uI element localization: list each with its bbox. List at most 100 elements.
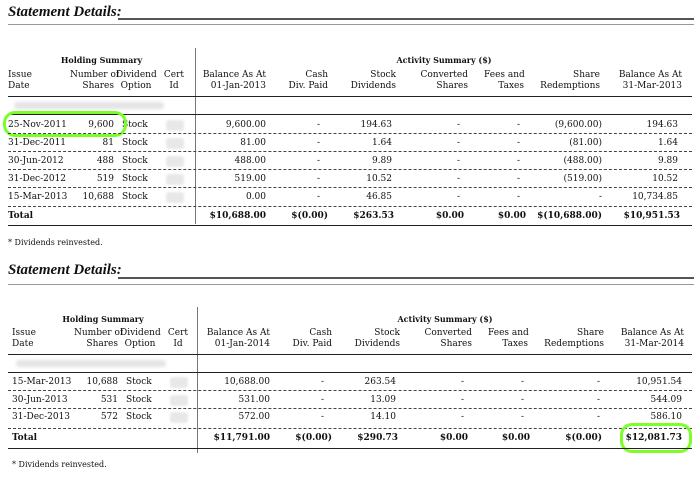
row-divider	[8, 390, 692, 391]
cell-balance-start: 0.00	[245, 192, 266, 202]
cell-balance-end: 10,951.54	[636, 377, 682, 387]
header-issue-date: Issue Date	[12, 328, 36, 349]
activity-summary-label: Activity Summary ($)	[397, 314, 493, 324]
cell-cash: -	[316, 174, 320, 184]
cell-cash: -	[316, 138, 320, 148]
cell-converted: -	[456, 174, 460, 184]
cell-stock-div: 14.10	[370, 412, 396, 422]
cell-cash: -	[320, 377, 324, 387]
cell-fees: -	[516, 174, 520, 184]
header-number-of-shares: Number of Shares	[74, 328, 124, 349]
header-rule-bottom	[8, 114, 692, 115]
cell-shares: 572	[100, 412, 118, 422]
cell-issue-date: 30-Jun-2012	[8, 156, 64, 166]
total-redemptions: $(0.00)	[565, 433, 602, 443]
footnote: * Dividends reinvested.	[8, 238, 103, 247]
cell-option: Stock	[122, 138, 148, 148]
cell-fees: -	[516, 192, 520, 202]
header-rule	[8, 96, 692, 97]
cell-redemptions: (9,600.00)	[554, 120, 602, 130]
total-rule	[8, 428, 692, 429]
holding-summary-label: Holding Summary	[62, 314, 144, 324]
header-converted-shares: Converted Shares	[424, 328, 472, 349]
cell-balance-start: 519.00	[234, 174, 267, 184]
cell-issue-date: 15-Mar-2013	[8, 192, 68, 202]
total-redemptions: $(10,688.00)	[537, 211, 602, 221]
cell-cash: -	[320, 395, 324, 405]
cell-option: Stock	[126, 412, 152, 422]
total-balance-end: $10,951.53	[623, 211, 680, 221]
cell-option: Stock	[126, 377, 152, 387]
title-rule-thin	[8, 284, 694, 285]
table-bottom-rule	[8, 448, 692, 449]
header-stock-dividends: Stock Dividends	[350, 70, 396, 91]
title-rule-thin	[8, 24, 694, 25]
cell-balance-start: 81.00	[240, 138, 266, 148]
cell-converted: -	[456, 192, 460, 202]
header-cash-div-paid: Cash Div. Paid	[288, 70, 329, 91]
header-rule-bottom	[8, 372, 692, 373]
redacted-cert-id	[166, 174, 184, 185]
statement-title: Statement Details:	[8, 262, 122, 278]
title-rule	[118, 18, 694, 20]
cell-cash: -	[320, 412, 324, 422]
cell-issue-date: 31-Dec-2012	[8, 174, 67, 184]
cell-issue-date: 15-Mar-2013	[12, 377, 72, 387]
cell-issue-date: 25-Nov-2011	[8, 120, 67, 130]
cell-balance-start: 10,688.00	[224, 377, 270, 387]
cell-stock-div: 194.63	[360, 120, 393, 130]
header-share-redemptions: Share Redemptions	[540, 70, 600, 91]
cell-fees: -	[520, 377, 524, 387]
cell-redemptions: -	[598, 192, 602, 202]
header-fees-and-taxes: Fees and Taxes	[488, 328, 529, 349]
cell-option: Stock	[126, 395, 152, 405]
cell-balance-end: 544.09	[650, 395, 683, 405]
cell-issue-date: 30-Jun-2013	[12, 395, 68, 405]
cell-redemptions: -	[596, 395, 600, 405]
header-cert-id: Cert Id	[167, 328, 189, 349]
cell-cash: -	[316, 192, 320, 202]
footnote: * Dividends reinvested.	[12, 460, 107, 469]
cell-shares: 531	[100, 395, 118, 405]
cell-converted: -	[460, 412, 464, 422]
total-balance-start: $11,791.00	[213, 433, 270, 443]
total-label: Total	[12, 433, 38, 443]
cell-converted: -	[460, 377, 464, 387]
cell-fees: -	[520, 412, 524, 422]
redacted-cert-id	[166, 138, 184, 149]
cell-fees: -	[516, 156, 520, 166]
cell-cash: -	[316, 120, 320, 130]
cell-stock-div: 13.09	[370, 395, 396, 405]
cell-balance-start: 488.00	[234, 156, 267, 166]
total-stock-div: $263.53	[353, 211, 394, 221]
cell-balance-end: 1.64	[657, 138, 678, 148]
cell-fees: -	[520, 395, 524, 405]
header-issue-date: Issue Date	[8, 70, 32, 91]
cell-balance-end: 10,734.85	[632, 192, 678, 202]
header-number-of-shares: Number of Shares	[70, 70, 120, 91]
cell-shares: 81	[102, 138, 114, 148]
row-divider	[8, 169, 692, 170]
header-dividend-option: Dividend Option	[120, 328, 161, 349]
total-cash: $(0.00)	[295, 433, 332, 443]
header-rule	[8, 354, 692, 355]
title-rule	[118, 277, 694, 279]
column-divider	[197, 307, 198, 453]
cell-shares: 10,688	[86, 377, 119, 387]
header-cert-id: Cert Id	[163, 70, 185, 91]
cell-redemptions: (488.00)	[563, 156, 602, 166]
cell-fees: -	[516, 138, 520, 148]
total-stock-div: $290.73	[357, 433, 398, 443]
cell-stock-div: 1.64	[371, 138, 392, 148]
cell-option: Stock	[122, 174, 148, 184]
activity-summary-label: Activity Summary ($)	[396, 55, 492, 65]
cell-redemptions: -	[596, 377, 600, 387]
total-rule	[8, 206, 692, 207]
cell-stock-div: 9.89	[371, 156, 392, 166]
total-fees: $0.00	[497, 211, 526, 221]
total-converted: $0.00	[435, 211, 464, 221]
header-share-redemptions: Share Redemptions	[544, 328, 604, 349]
redacted-cert-id	[166, 192, 184, 203]
cell-balance-start: 572.00	[238, 412, 271, 422]
cell-issue-date: 31-Dec-2013	[12, 412, 71, 422]
